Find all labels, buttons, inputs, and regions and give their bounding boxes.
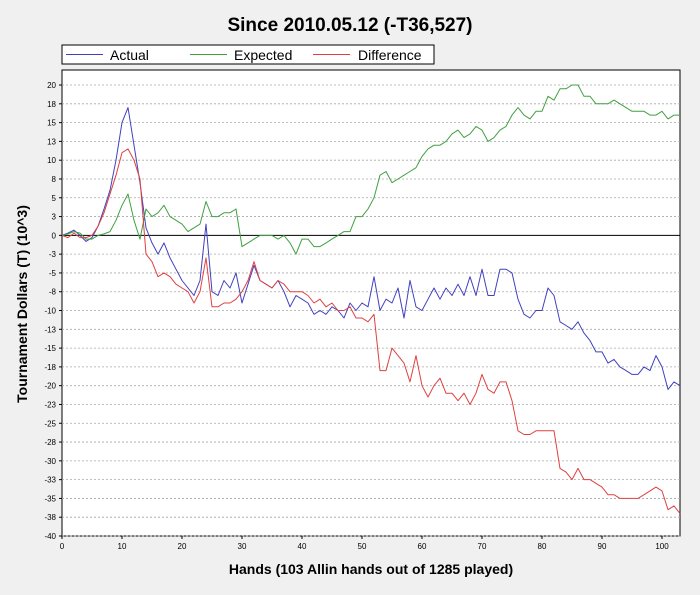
x-tick-label: 10 [118, 542, 127, 551]
x-tick-label: 40 [298, 542, 307, 551]
y-tick-label: -3 [49, 250, 57, 259]
x-tick-label: 60 [418, 542, 427, 551]
legend-label-actual: Actual [110, 47, 149, 63]
y-tick-label: 15 [47, 119, 56, 128]
y-tick-label: -8 [49, 288, 57, 297]
x-tick-label: 90 [598, 542, 607, 551]
y-tick-label: 8 [52, 175, 57, 184]
x-tick-label: 30 [238, 542, 247, 551]
y-tick-label: -20 [44, 382, 56, 391]
series-line-expected [61, 84, 680, 255]
y-tick-label: -35 [44, 494, 56, 503]
y-tick-label: -28 [44, 438, 56, 447]
x-axis-label: Hands (103 Allin hands out of 1285 playe… [229, 561, 513, 577]
y-tick-label: -23 [44, 400, 56, 409]
y-tick-label: -40 [44, 532, 56, 541]
y-tick-label: -13 [44, 325, 56, 334]
y-tick-label: -33 [44, 476, 56, 485]
x-tick-label: 50 [358, 542, 367, 551]
y-tick-label: -18 [44, 363, 56, 372]
x-tick-label: 80 [538, 542, 547, 551]
y-tick-label: 18 [47, 100, 56, 109]
x-tick-label: 100 [655, 542, 669, 551]
y-tick-label: 0 [52, 231, 57, 240]
y-tick-label: 3 [52, 213, 57, 222]
y-tick-label: -15 [44, 344, 56, 353]
x-tick-label: 70 [478, 542, 487, 551]
y-axis-ticks: 20 18 15 13 10 8 5 3 0 -3 -5 -8 -10 -13 -15 -18 -20 -23 -2… [44, 81, 62, 541]
y-tick-label: -25 [44, 419, 56, 428]
y-tick-label: -5 [49, 269, 57, 278]
legend-label-expected: Expected [234, 47, 292, 63]
legend-label-difference: Difference [358, 47, 422, 63]
y-tick-label: 20 [47, 81, 56, 90]
y-tick-label: -30 [44, 457, 56, 466]
chart-title: Since 2010.05.12 (-T36,527) [227, 15, 472, 36]
y-tick-label: 10 [47, 156, 56, 165]
series-line-actual [61, 107, 681, 390]
y-tick-label: 13 [47, 137, 56, 146]
legend: Actual Expected Difference [61, 44, 435, 65]
series-line-difference [61, 148, 681, 514]
y-axis-label: Tournament Dollars (T) (10^3) [14, 205, 30, 403]
x-tick-label: 20 [178, 542, 187, 551]
legend-box [61, 44, 435, 65]
y-tick-label: -38 [44, 513, 56, 522]
y-tick-label: -10 [44, 307, 56, 316]
x-tick-label: 0 [60, 542, 65, 551]
grid [62, 84, 680, 537]
y-tick-label: 5 [52, 194, 57, 203]
x-axis-ticks: 0 10 20 30 40 50 60 70 80 90 100 [60, 536, 669, 551]
plot-area [61, 69, 681, 537]
series-lines [61, 84, 681, 514]
